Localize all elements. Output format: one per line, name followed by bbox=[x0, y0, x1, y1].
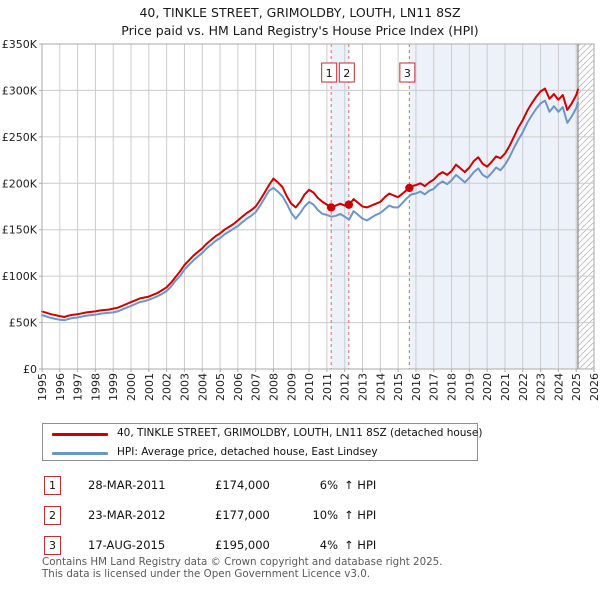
legend: 40, TINKLE STREET, GRIMOLDBY, LOUTH, LN1… bbox=[42, 423, 482, 462]
transaction-row-1: 1 28-MAR-2011 £174,000 6% ↑ HPI bbox=[0, 476, 600, 496]
transaction-hpi-direction: ↑ HPI bbox=[344, 478, 377, 492]
price-chart: 1 2 3 1995 1996 1997 1998 1999 2000 2001 2002 2003 2… bbox=[2, 38, 600, 401]
x-tick-label: 1996 bbox=[54, 373, 67, 401]
x-tick-label: 2004 bbox=[196, 373, 209, 401]
plot-border bbox=[41, 43, 595, 370]
sale-label-box bbox=[321, 62, 338, 83]
transaction-date: 23-MAR-2012 bbox=[88, 508, 166, 522]
transaction-price: £195,000 bbox=[215, 538, 270, 552]
x-tick-label: 2022 bbox=[517, 373, 530, 401]
transaction-hpi-direction: ↑ HPI bbox=[344, 508, 377, 522]
transaction-price: £177,000 bbox=[215, 508, 270, 522]
x-tick-label: 1998 bbox=[89, 373, 102, 401]
transaction-hpi-direction: ↑ HPI bbox=[344, 538, 377, 552]
y-tick-label: £300K bbox=[2, 84, 38, 97]
footer-line-1: Contains HM Land Registry data © Crown c… bbox=[42, 556, 443, 568]
legend-label-property: 40, TINKLE STREET, GRIMOLDBY, LOUTH, LN1… bbox=[117, 427, 483, 439]
x-tick-label: 2013 bbox=[357, 373, 370, 401]
x-tick-label: 2014 bbox=[374, 373, 387, 401]
y-tick-label: £0 bbox=[23, 363, 37, 376]
y-tick-label: £100K bbox=[2, 270, 38, 283]
ownership-band bbox=[409, 44, 578, 369]
transaction-date: 28-MAR-2011 bbox=[88, 478, 166, 492]
legend-line-sample-blue bbox=[52, 452, 108, 455]
legend-label-hpi: HPI: Average price, detached house, East… bbox=[117, 446, 378, 458]
x-tick-label: 2000 bbox=[125, 373, 138, 401]
x-tick-label: 2007 bbox=[250, 373, 263, 401]
hpi-line bbox=[41, 99, 579, 322]
x-tick-label: 2016 bbox=[410, 373, 423, 401]
sale-marker bbox=[405, 183, 414, 193]
x-tick-label: 2019 bbox=[463, 373, 476, 401]
transaction-hpi-percent: 6% bbox=[319, 478, 338, 492]
transaction-number-badge: 2 bbox=[44, 506, 61, 525]
x-tick-label: 2002 bbox=[161, 373, 174, 401]
x-tick-label: 2021 bbox=[499, 373, 512, 401]
transaction-number-badge: 1 bbox=[44, 476, 61, 495]
footer-line-2: This data is licensed under the Open Gov… bbox=[42, 568, 371, 580]
transaction-row-2: 2 23-MAR-2012 £177,000 10% ↑ HPI bbox=[0, 506, 600, 526]
price-paid-line bbox=[41, 87, 579, 318]
transaction-number-badge: 3 bbox=[44, 536, 61, 555]
transaction-date: 17-AUG-2015 bbox=[88, 538, 166, 552]
chart-title: 40, TINKLE STREET, GRIMOLDBY, LOUTH, LN1… bbox=[139, 5, 461, 20]
x-tick-label: 2010 bbox=[303, 373, 316, 401]
x-tick-label: 1999 bbox=[107, 373, 120, 401]
transaction-hpi-percent: 4% bbox=[319, 538, 338, 552]
x-tick-label: 2005 bbox=[214, 373, 227, 401]
y-tick-label: £200K bbox=[2, 177, 38, 190]
y-tick-label: £350K bbox=[2, 38, 38, 51]
x-tick-label: 2020 bbox=[481, 373, 494, 401]
sale-label-box bbox=[338, 62, 355, 83]
x-tick-label: 2015 bbox=[392, 373, 405, 401]
transaction-row-3: 3 17-AUG-2015 £195,000 4% ↑ HPI bbox=[0, 536, 600, 556]
y-tick-label: £250K bbox=[2, 131, 38, 144]
legend-row-property: 40, TINKLE STREET, GRIMOLDBY, LOUTH, LN1… bbox=[43, 424, 482, 443]
y-tick-label: £150K bbox=[2, 224, 38, 237]
x-tick-label: 1995 bbox=[36, 373, 49, 401]
x-tick-label: 2009 bbox=[285, 373, 298, 401]
x-tick-label: 2024 bbox=[552, 373, 565, 401]
x-tick-label: 2018 bbox=[446, 373, 459, 401]
license-footer: Contains HM Land Registry data © Crown c… bbox=[42, 556, 443, 580]
x-tick-label: 1997 bbox=[72, 373, 85, 401]
x-tick-label: 2003 bbox=[178, 373, 191, 401]
transaction-hpi-percent: 10% bbox=[312, 508, 338, 522]
sale-label-number: 1 bbox=[326, 67, 333, 80]
x-tick-label: 2006 bbox=[232, 373, 245, 401]
transaction-price: £174,000 bbox=[215, 478, 270, 492]
x-tick-label: 2017 bbox=[428, 373, 441, 401]
sale-marker bbox=[344, 200, 354, 209]
sale-label-number: 2 bbox=[343, 67, 350, 80]
sale-label-box bbox=[399, 62, 416, 83]
x-tick-label: 2011 bbox=[321, 373, 334, 401]
x-tick-label: 2012 bbox=[339, 373, 352, 401]
legend-row-hpi: HPI: Average price, detached house, East… bbox=[43, 443, 477, 462]
chart-title-block: 40, TINKLE STREET, GRIMOLDBY, LOUTH, LN1… bbox=[0, 4, 600, 40]
legend-line-sample-red bbox=[52, 433, 108, 436]
chart-subtitle: Price paid vs. HM Land Registry's House … bbox=[121, 23, 479, 38]
x-tick-label: 2001 bbox=[143, 373, 156, 401]
sale-label-number: 3 bbox=[404, 67, 411, 80]
future-hatch-region bbox=[577, 44, 594, 369]
x-tick-label: 2023 bbox=[535, 373, 548, 401]
x-tick-label: 2025 bbox=[570, 373, 583, 401]
y-tick-label: £50K bbox=[9, 317, 38, 330]
x-tick-label: 2008 bbox=[267, 373, 280, 401]
x-tick-label: 2026 bbox=[588, 373, 600, 401]
sale-marker bbox=[326, 203, 336, 212]
